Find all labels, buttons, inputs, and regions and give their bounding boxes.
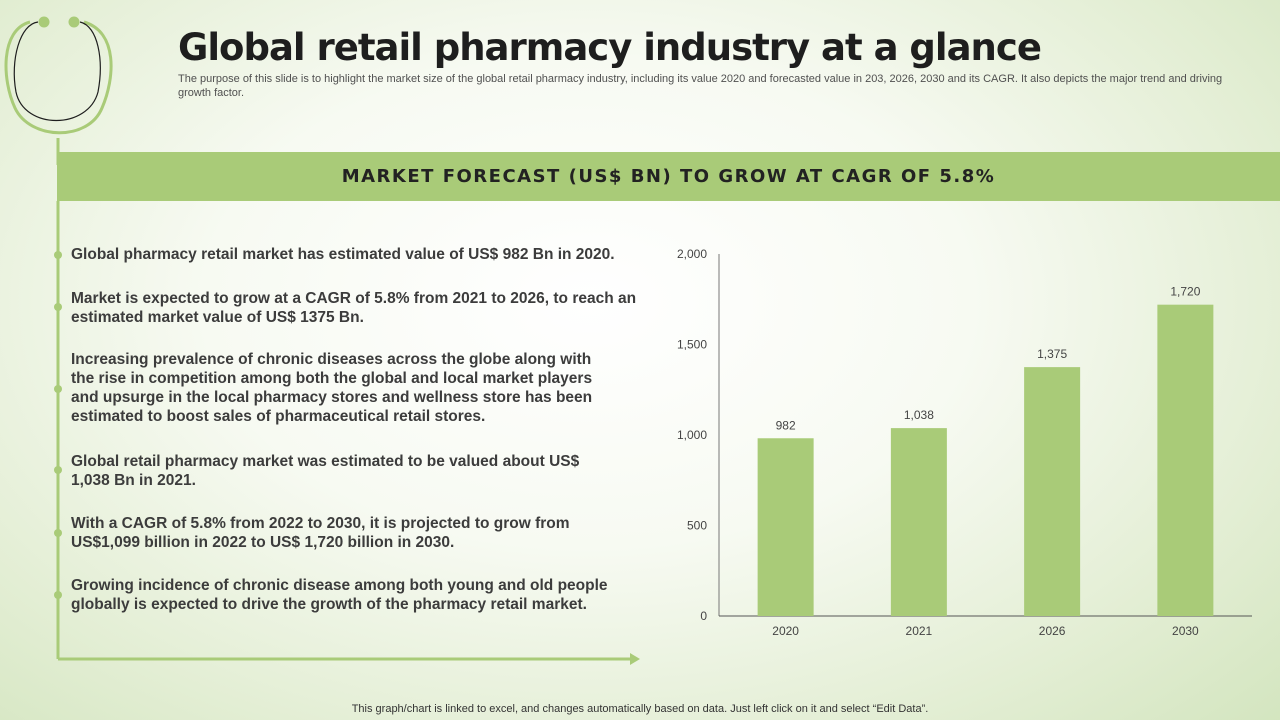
arrow-head-icon — [630, 653, 640, 665]
x-tick-label: 2020 — [772, 624, 799, 638]
bar-2020 — [757, 438, 814, 616]
bar-data-label: 1,720 — [1170, 285, 1200, 299]
timeline-connector — [54, 201, 640, 665]
y-tick-label: 500 — [687, 519, 707, 533]
bullet-marker-icon — [54, 303, 62, 311]
bullet-item: Global pharmacy retail market has estima… — [71, 246, 615, 263]
bar-data-label: 982 — [776, 418, 796, 432]
y-tick-label: 2,000 — [677, 247, 707, 261]
bullet-item: Growing incidence of chronic disease amo… — [71, 577, 608, 613]
bullet-marker-icon — [54, 591, 62, 599]
bullet-marker-icon — [54, 251, 62, 259]
bar-data-label: 1,375 — [1037, 347, 1067, 361]
x-tick-label: 2030 — [1172, 624, 1199, 638]
y-tick-label: 1,500 — [677, 338, 707, 352]
slide-title: Global retail pharmacy industry at a gla… — [178, 26, 1042, 69]
bar-2021 — [890, 428, 947, 616]
bullet-marker-icon — [54, 385, 62, 393]
x-tick-label: 2026 — [1039, 624, 1066, 638]
bullet-item: Increasing prevalence of chronic disease… — [71, 351, 593, 425]
footer-note: This graph/chart is linked to excel, and… — [351, 703, 929, 715]
bullet-item: Market is expected to grow at a CAGR of … — [71, 290, 637, 326]
bullet-item: Global retail pharmacy market was estima… — [71, 453, 580, 489]
slide-subtitle: The purpose of this slide is to highligh… — [178, 73, 1223, 99]
banner-text: MARKET FORECAST (US$ BN) TO GROW AT CAGR… — [341, 166, 996, 187]
market-forecast-banner: MARKET FORECAST (US$ BN) TO GROW AT CAGR… — [57, 152, 1280, 201]
y-tick-label: 1,000 — [677, 428, 707, 442]
bar-data-label: 1,038 — [904, 408, 934, 422]
bar-2026 — [1024, 367, 1081, 616]
bar-2030 — [1157, 304, 1214, 616]
x-tick-label: 2021 — [906, 624, 933, 638]
bullet-marker-icon — [54, 466, 62, 474]
y-tick-label: 0 — [700, 609, 707, 623]
bullet-marker-icon — [54, 529, 62, 537]
bullet-item: With a CAGR of 5.8% from 2022 to 2030, i… — [71, 515, 570, 551]
